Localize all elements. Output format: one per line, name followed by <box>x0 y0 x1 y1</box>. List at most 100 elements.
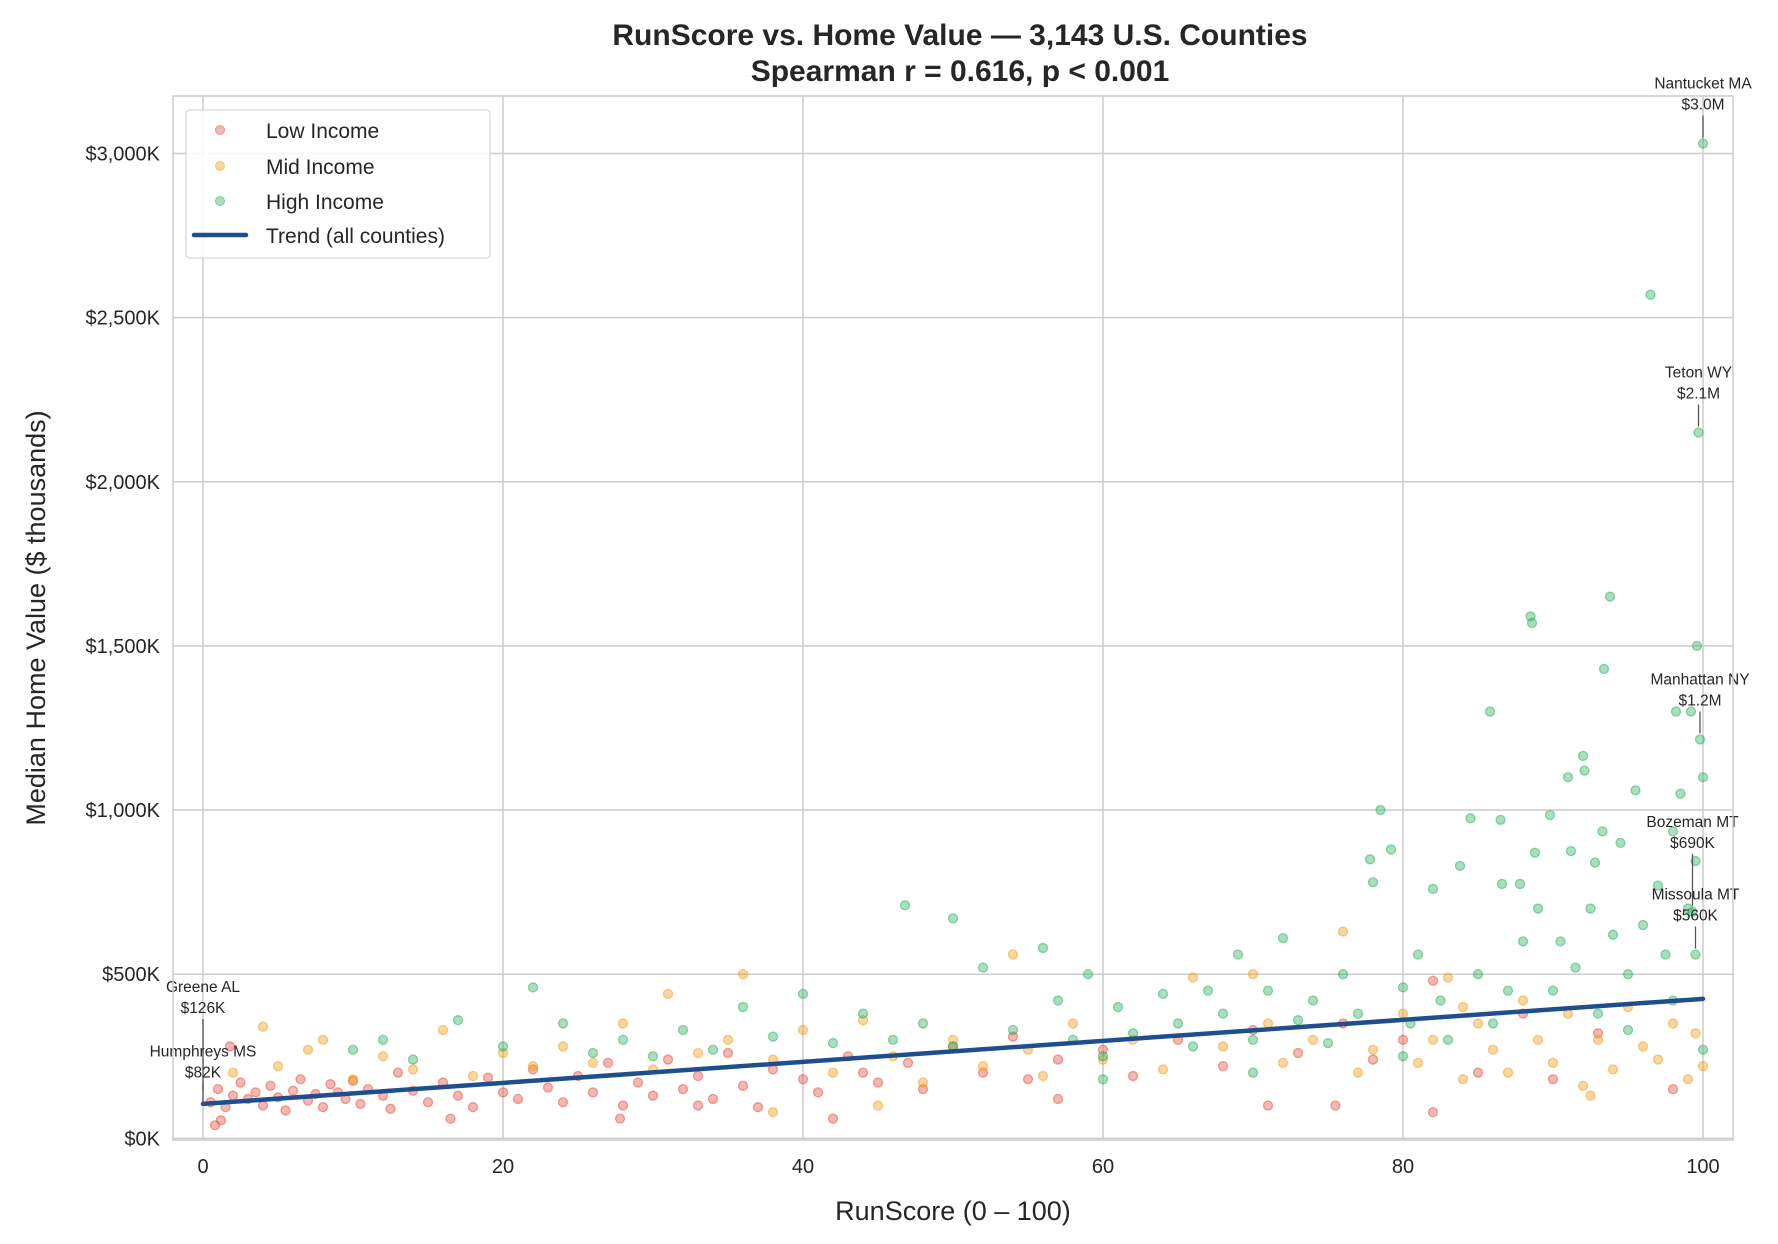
data-point-low-income <box>215 1115 227 1126</box>
data-point-mid-income <box>917 1077 929 1088</box>
data-point-mid-income <box>1247 969 1259 980</box>
data-point-high-income <box>1465 813 1476 824</box>
data-point-high-income <box>1247 1067 1259 1078</box>
data-point-high-income <box>587 1047 599 1059</box>
chart-title: RunScore vs. Home Value — 3,143 U.S. Cou… <box>612 19 1307 52</box>
data-point-high-income <box>1472 969 1484 980</box>
data-point-low-income <box>1330 1100 1341 1111</box>
data-point-mid-income <box>587 1057 599 1068</box>
data-point-low-income <box>224 1041 236 1052</box>
data-point-high-income <box>527 982 539 993</box>
data-point-high-income <box>1685 706 1697 717</box>
data-point-mid-income <box>872 1100 884 1111</box>
data-point-high-income <box>1667 826 1679 837</box>
data-point-high-income <box>767 1031 779 1042</box>
plot-frame <box>172 95 1734 1141</box>
annotation-name: Humphreys MS <box>150 1043 257 1060</box>
annotation-name: Teton WY <box>1665 365 1732 382</box>
data-point-high-income <box>1427 883 1439 894</box>
data-point-mid-income <box>1585 1090 1596 1101</box>
x-tick-label: 0 <box>197 1156 208 1178</box>
data-point-mid-income <box>1487 1044 1499 1055</box>
data-point-high-income <box>1690 855 1701 867</box>
data-point-low-income <box>1397 1034 1409 1046</box>
data-point-low-income <box>265 1080 276 1091</box>
trend-line <box>200 996 1706 1107</box>
data-point-high-income <box>1007 1024 1019 1036</box>
data-point-low-income <box>647 1090 659 1101</box>
y-tick-label: $1,500K <box>85 636 160 658</box>
data-point-high-income <box>1565 845 1577 857</box>
x-tick-label: 100 <box>1686 1156 1719 1178</box>
data-point-mid-income <box>407 1064 419 1075</box>
data-point-high-income <box>1630 785 1641 796</box>
data-point-high-income <box>1385 844 1397 855</box>
data-point-low-income <box>212 1083 224 1095</box>
data-point-mid-income <box>617 1018 629 1029</box>
annotation-value: $126K <box>181 1000 226 1017</box>
data-point-mid-income <box>1397 1008 1409 1019</box>
data-point-high-income <box>1517 936 1529 947</box>
data-point-low-income <box>250 1087 261 1098</box>
data-point-high-income <box>1577 750 1589 762</box>
data-point-low-income <box>280 1105 291 1116</box>
data-point-low-income <box>632 1077 644 1088</box>
data-point-mid-income <box>722 1034 734 1046</box>
data-point-high-income <box>1597 826 1608 837</box>
y-tick-label: $500K <box>102 964 160 986</box>
data-point-high-income <box>1097 1051 1109 1062</box>
data-point-mid-income <box>467 1070 479 1082</box>
data-point-high-income <box>1529 847 1541 858</box>
data-point-high-income <box>1607 929 1619 940</box>
data-point-low-income <box>1052 1093 1064 1105</box>
data-point-high-income <box>1262 985 1274 996</box>
data-point-mid-income <box>1427 1034 1439 1046</box>
data-point-low-income <box>1292 1047 1304 1059</box>
data-point-high-income <box>1615 837 1626 849</box>
data-point-low-income <box>692 1070 704 1082</box>
scatter-points <box>205 138 1709 1131</box>
data-point-high-income <box>1247 1034 1259 1046</box>
data-point-low-income <box>1262 1100 1274 1111</box>
x-tick-label: 80 <box>1392 1156 1414 1178</box>
data-point-low-income <box>355 1098 366 1110</box>
data-point-high-income <box>1660 949 1671 960</box>
annotation-name: Nantucket MA <box>1654 76 1752 93</box>
data-point-mid-income <box>317 1034 329 1046</box>
data-point-mid-income <box>1532 1034 1544 1046</box>
data-point-mid-income <box>827 1067 839 1078</box>
data-point-low-income <box>1217 1060 1229 1072</box>
data-point-low-income <box>557 1097 569 1108</box>
data-point-low-income <box>295 1074 306 1085</box>
data-point-low-income <box>1022 1074 1034 1085</box>
data-point-low-income <box>662 1054 674 1065</box>
data-point-low-income <box>1667 1083 1679 1095</box>
data-point-high-income <box>557 1018 569 1029</box>
data-point-high-income <box>1097 1074 1109 1085</box>
data-point-high-income <box>677 1024 689 1036</box>
data-point-high-income <box>1232 949 1244 960</box>
data-point-high-income <box>1502 985 1514 996</box>
data-point-high-income <box>1307 995 1319 1006</box>
data-point-mid-income <box>302 1044 314 1055</box>
data-point-low-income <box>392 1067 404 1078</box>
annotation-name: Greene AL <box>166 979 240 996</box>
data-point-high-income <box>1337 969 1349 980</box>
data-point-mid-income <box>377 1051 389 1062</box>
data-point-low-income <box>1547 1074 1559 1085</box>
data-point-low-income <box>827 1113 839 1124</box>
data-point-mid-income <box>1097 1054 1109 1065</box>
data-point-high-income <box>1579 765 1590 776</box>
legend-label-high-income: High Income <box>266 191 384 214</box>
data-point-low-income <box>227 1090 239 1101</box>
y-tick-label: $2,500K <box>85 308 160 330</box>
data-point-high-income <box>797 988 809 1000</box>
data-point-high-income <box>377 1034 389 1046</box>
data-point-high-income <box>1562 772 1574 783</box>
data-point-mid-income <box>1502 1067 1514 1078</box>
data-point-high-income <box>1487 1018 1499 1029</box>
data-point-high-income <box>1645 289 1656 300</box>
data-point-low-income <box>317 1102 329 1113</box>
data-point-mid-income <box>1412 1057 1424 1068</box>
data-point-high-income <box>1544 809 1556 821</box>
